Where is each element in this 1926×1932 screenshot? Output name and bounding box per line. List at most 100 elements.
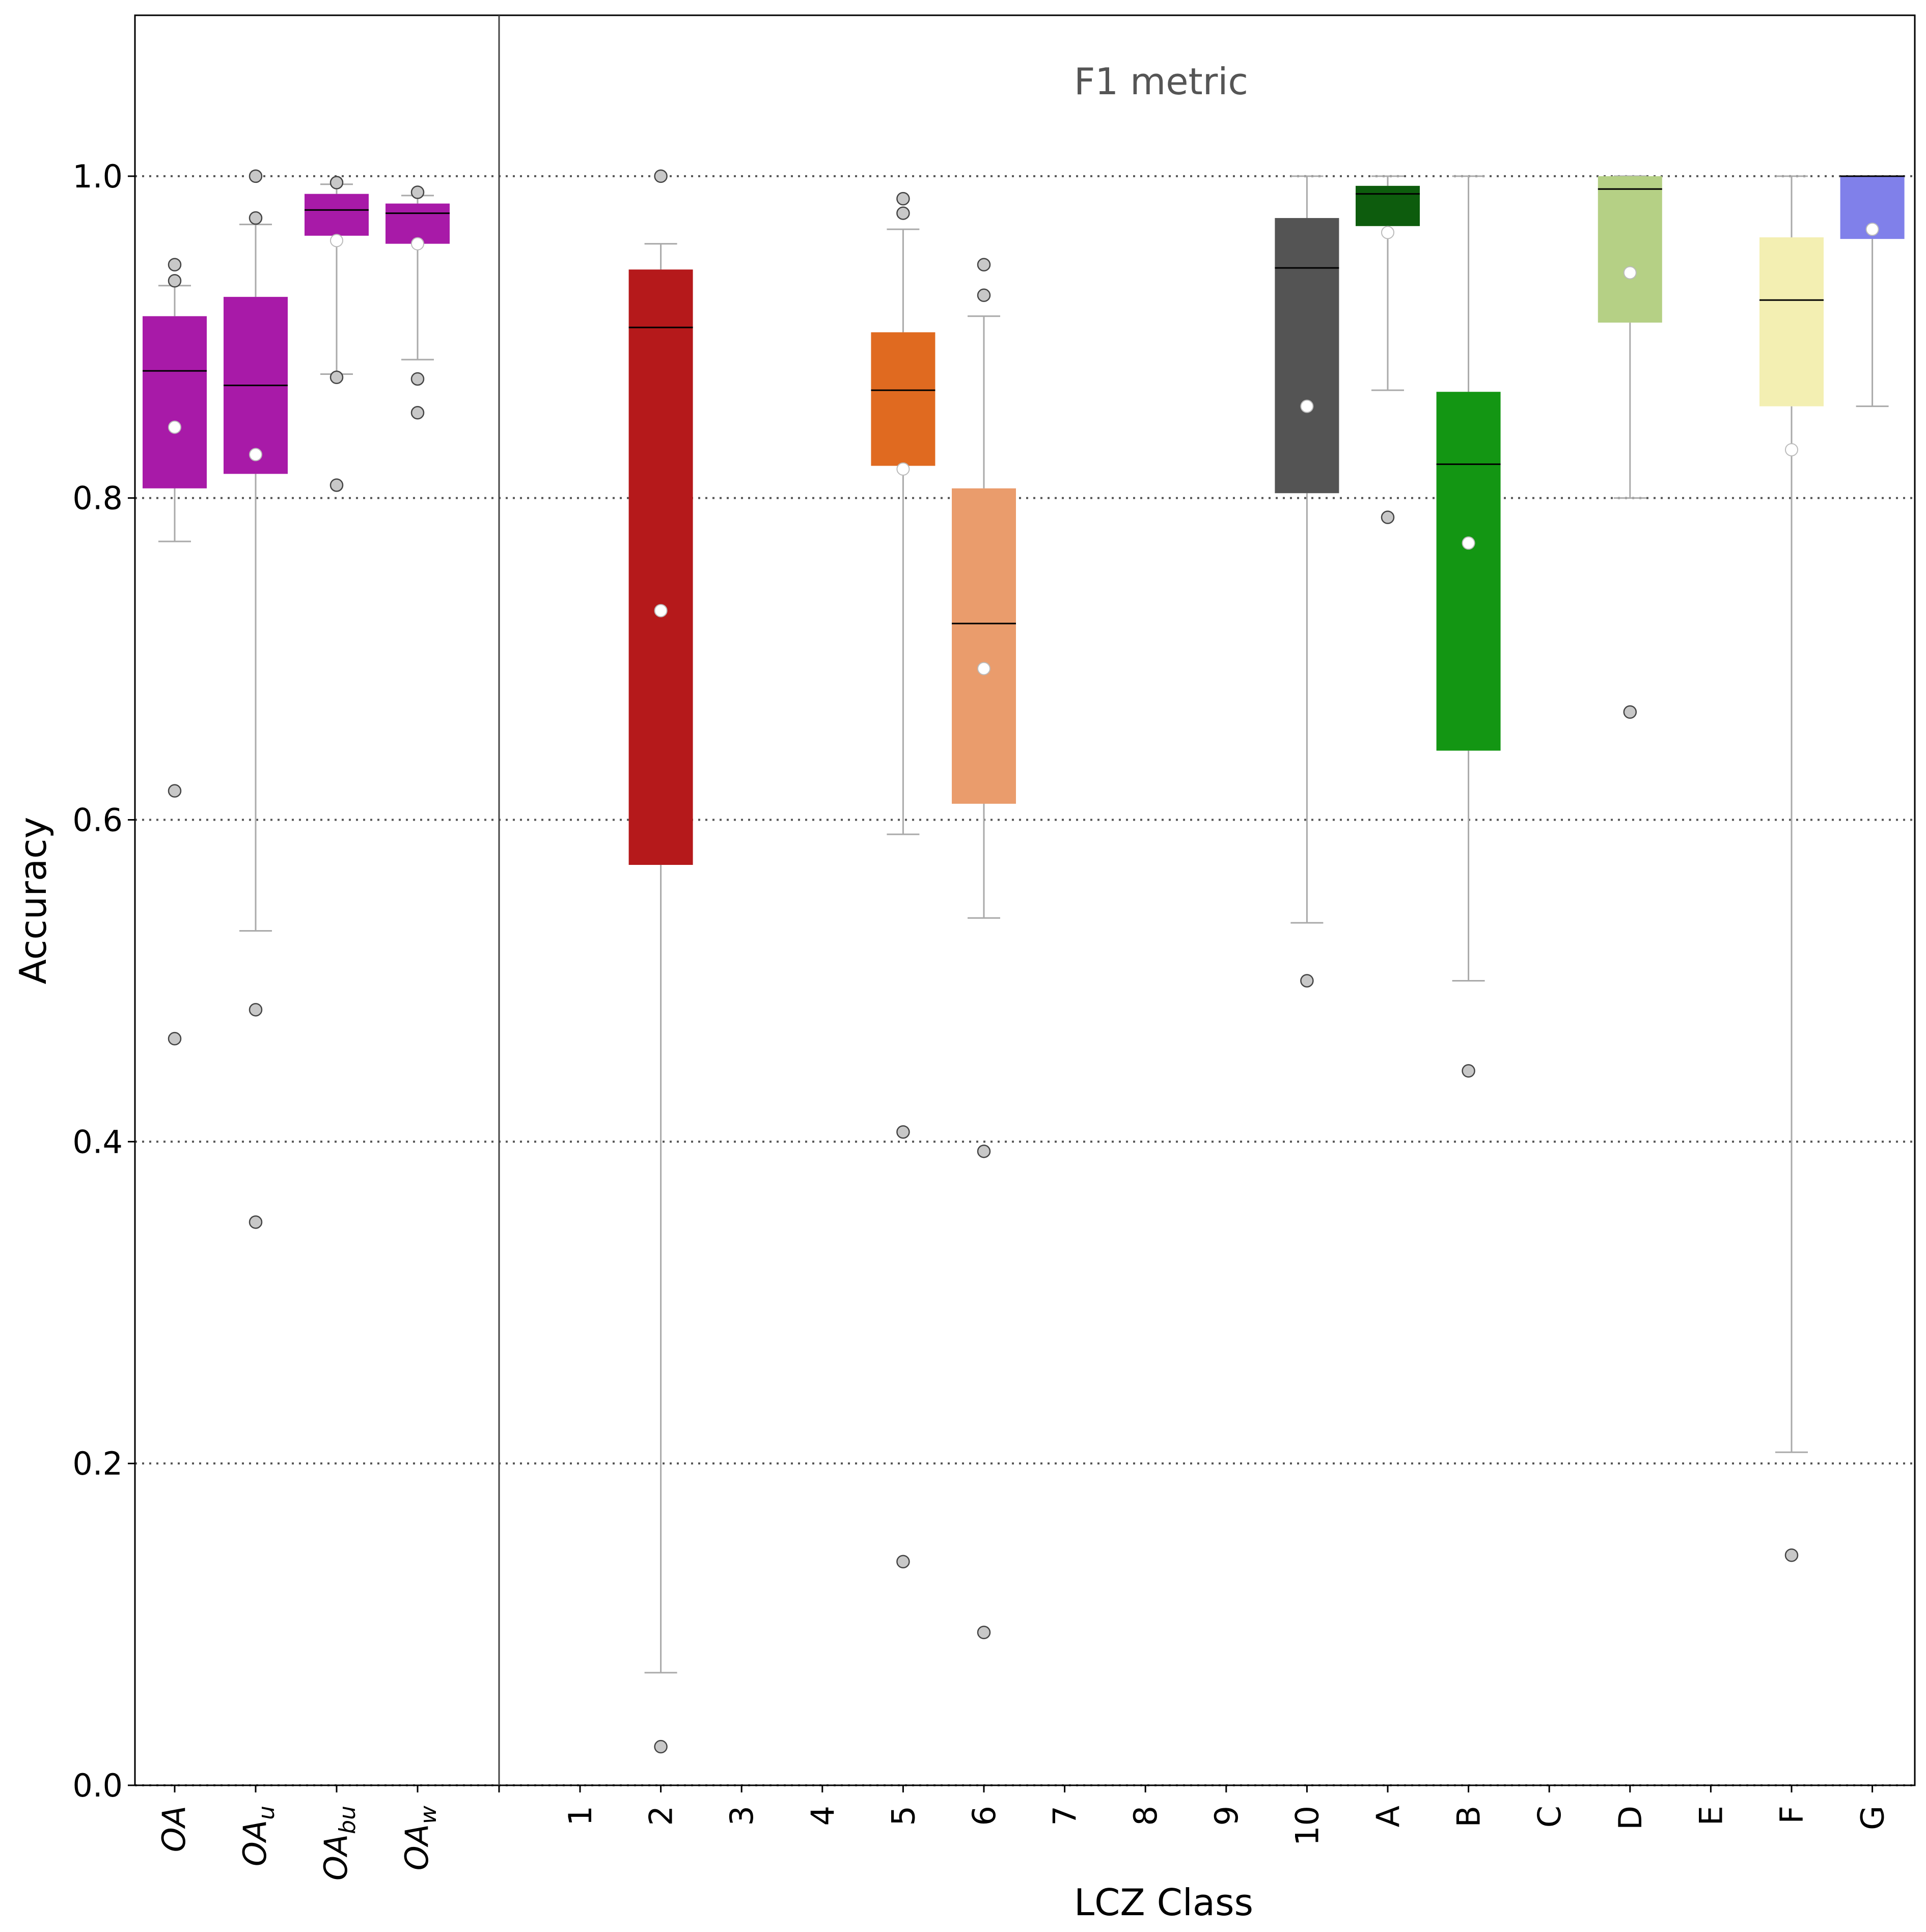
y-tick-label: 0.0 — [72, 1767, 123, 1804]
box-iqr — [1598, 176, 1662, 323]
box-iqr — [1275, 218, 1339, 494]
x-tick-label: C — [1531, 1806, 1568, 1828]
box-iqr — [1759, 237, 1824, 406]
box-6 — [952, 258, 1016, 1640]
x-tick-label-base: OA — [317, 1834, 354, 1881]
outlier-point — [168, 784, 182, 798]
outlier-point — [249, 169, 263, 183]
x-tick-label: 1 — [562, 1806, 599, 1826]
x-tick-label-subscript: u — [254, 1806, 280, 1820]
outlier-point — [249, 1003, 263, 1017]
outlier-point — [896, 206, 910, 220]
box-iqr — [1436, 392, 1501, 751]
mean-point — [896, 462, 910, 476]
mean-point — [977, 662, 990, 675]
mean-point — [168, 420, 181, 434]
x-tick-label: 5 — [885, 1806, 922, 1826]
outlier-point — [168, 1031, 182, 1046]
outlier-point — [654, 1739, 668, 1754]
box-5 — [871, 192, 936, 1569]
x-tick-label: 3 — [723, 1806, 760, 1826]
outlier-point — [896, 1555, 910, 1569]
metric-annotation: F1 metric — [1074, 60, 1248, 103]
box-10 — [1275, 175, 1339, 988]
x-tick-label: E — [1692, 1806, 1729, 1826]
box-iqr — [1356, 185, 1420, 226]
x-tick-label: B — [1450, 1806, 1488, 1828]
outlier-point — [168, 258, 182, 271]
x-tick-label: OA — [155, 1806, 192, 1852]
x-tick-label: 6 — [966, 1806, 1003, 1826]
mean-point — [1785, 443, 1798, 456]
x-tick-label: 10 — [1288, 1806, 1326, 1846]
outlier-point — [977, 1625, 991, 1640]
x-tick-label: F — [1773, 1806, 1810, 1824]
x-tick-label-subscript: bu — [335, 1806, 361, 1834]
outlier-point — [896, 1125, 910, 1139]
y-tick-label: 1.0 — [72, 158, 123, 195]
box-series — [143, 169, 1905, 1754]
outlier-point — [654, 169, 668, 183]
plot-frame — [134, 14, 1916, 1786]
box-iqr — [952, 488, 1016, 804]
mean-point — [1381, 226, 1394, 239]
mean-point — [330, 234, 343, 248]
x-tick-label: 8 — [1127, 1806, 1164, 1826]
box-iqr — [628, 269, 693, 865]
x-tick-label-base: OA — [398, 1824, 435, 1870]
box-B — [1436, 175, 1501, 1078]
x-tick-label: 9 — [1208, 1806, 1245, 1826]
box-OA_u — [224, 169, 288, 1229]
outlier-point — [977, 258, 991, 271]
y-tick-label: 0.2 — [72, 1445, 123, 1482]
outlier-point — [1623, 705, 1637, 719]
x-tick-label-base: OA — [155, 1806, 192, 1852]
outlier-point — [977, 288, 991, 302]
outlier-point — [410, 185, 425, 199]
outlier-point — [1462, 1064, 1475, 1078]
x-tick-label: 4 — [804, 1806, 841, 1826]
mean-point — [1865, 223, 1879, 236]
x-tick-label: D — [1612, 1806, 1649, 1830]
box-iqr — [871, 332, 936, 466]
x-tick-label: G — [1854, 1806, 1891, 1830]
outlier-point — [1300, 974, 1314, 988]
outlier-point — [168, 274, 182, 288]
box-A — [1356, 175, 1420, 524]
gridlines — [135, 175, 1915, 1786]
x-tick-label-subscript: w — [416, 1805, 442, 1824]
mean-point — [249, 448, 262, 461]
outlier-point — [410, 372, 425, 386]
x-tick-label: 2 — [643, 1806, 680, 1826]
x-axis-title: LCZ Class — [1074, 1881, 1253, 1924]
y-tick-label: 0.6 — [72, 802, 123, 839]
box-iqr — [143, 316, 207, 488]
outlier-point — [329, 176, 344, 189]
outlier-point — [329, 478, 344, 492]
box-OA_bu — [305, 176, 369, 492]
box-iqr — [386, 203, 450, 244]
outlier-point — [1784, 1548, 1799, 1562]
y-tick-label: 0.4 — [72, 1123, 123, 1160]
outlier-point — [1381, 510, 1395, 524]
box-OA — [143, 258, 207, 1046]
x-tick-label-base: OA — [236, 1820, 273, 1866]
mean-point — [654, 604, 668, 617]
box-iqr — [305, 194, 369, 236]
outlier-point — [410, 406, 425, 420]
outlier-point — [249, 1215, 263, 1229]
outlier-point — [329, 370, 344, 385]
box-OA_w — [386, 185, 450, 420]
box-F — [1759, 175, 1824, 1562]
y-axis-ticks: 0.0 0.2 0.4 0.6 0.8 1.0 — [72, 158, 135, 1804]
mean-point — [1623, 266, 1637, 280]
outlier-point — [249, 211, 263, 225]
box-2 — [628, 169, 693, 1754]
outlier-point — [896, 192, 910, 206]
mean-point — [1300, 399, 1314, 413]
mean-point — [411, 237, 424, 251]
x-tick-label: A — [1369, 1806, 1407, 1827]
y-tick-label: 0.8 — [72, 480, 123, 517]
